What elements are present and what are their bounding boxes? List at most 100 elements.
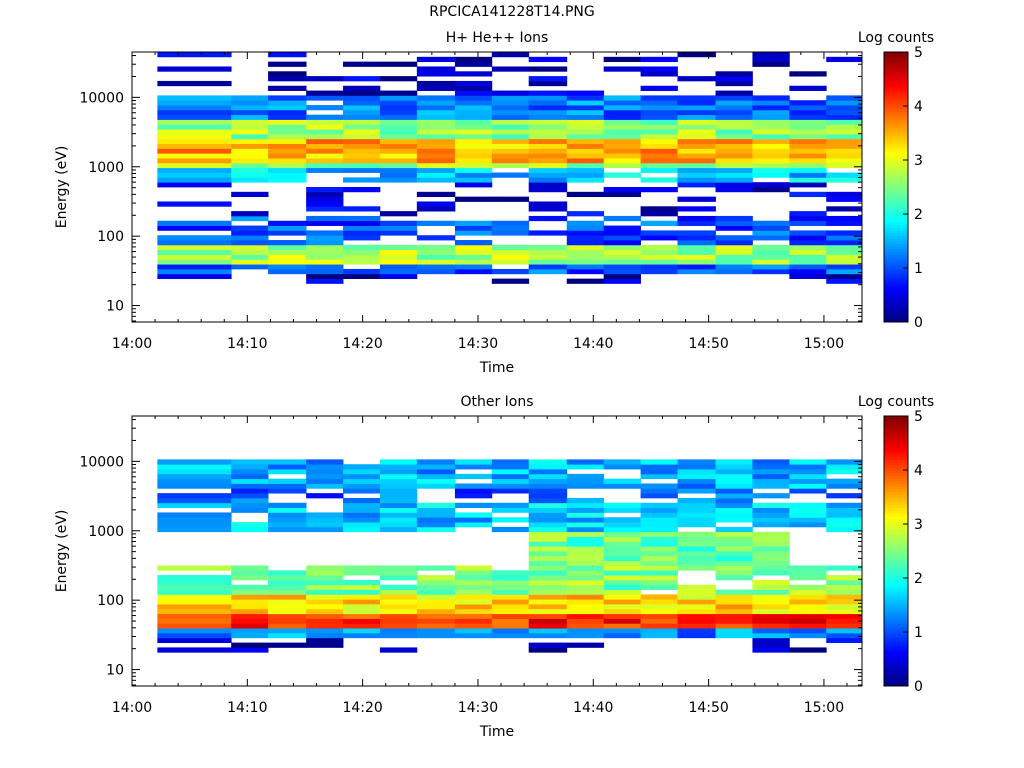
heatmap-cell	[752, 52, 790, 58]
heatmap-cell	[640, 531, 678, 537]
heatmap-cell	[491, 469, 530, 475]
heatmap-cell	[640, 512, 678, 518]
heatmap-cell	[677, 264, 716, 270]
colorbar-swatch	[884, 429, 908, 433]
heatmap-cell	[491, 483, 530, 489]
heatmap-cell	[343, 187, 381, 193]
heatmap-cell	[715, 488, 753, 494]
heatmap-cell	[640, 71, 678, 77]
heatmap-cell	[306, 459, 344, 465]
colorbar-tick-label: 1	[914, 261, 923, 277]
heatmap-cell	[566, 618, 605, 624]
colorbar-swatch	[884, 569, 908, 574]
heatmap-cell	[343, 623, 381, 629]
heatmap-cell	[603, 109, 641, 116]
heatmap-cell	[603, 240, 641, 246]
heatmap-cell	[306, 249, 344, 255]
heatmap-cell	[640, 507, 678, 513]
heatmap-cell	[231, 497, 269, 504]
heatmap-cell	[416, 628, 456, 634]
heatmap-cell	[640, 254, 678, 260]
heatmap-cell	[715, 502, 753, 509]
heatmap-cell	[343, 100, 381, 106]
heatmap-cell	[491, 526, 530, 533]
heatmap-cell	[677, 162, 716, 169]
heatmap-cell	[677, 594, 716, 600]
heatmap-cell	[343, 220, 381, 226]
heatmap-cell	[677, 599, 716, 605]
heatmap-cell	[379, 109, 418, 116]
colorbar-swatch	[884, 57, 908, 61]
colorbar-swatch	[884, 238, 908, 242]
heatmap-cell	[789, 618, 827, 624]
heatmap-cell	[528, 56, 568, 63]
heatmap-cell	[715, 240, 753, 246]
heatmap-cell	[528, 604, 568, 610]
heatmap-cell	[566, 584, 605, 590]
colorbar-swatch	[884, 259, 908, 264]
colorbar-tick-label: 0	[914, 315, 923, 331]
heatmap-cell	[715, 105, 753, 111]
heatmap-cell	[752, 138, 790, 145]
colorbar-swatch	[884, 567, 908, 571]
heatmap-cell	[826, 114, 863, 120]
heatmap-cell	[826, 244, 863, 251]
heatmap-cell	[268, 230, 307, 236]
colorbar-swatch	[884, 588, 908, 592]
heatmap-cell	[603, 56, 641, 63]
heatmap-cell	[752, 536, 790, 542]
heatmap-cell	[491, 230, 530, 236]
heatmap-cell	[491, 105, 530, 111]
heatmap-cell	[416, 512, 456, 518]
heatmap-cell	[566, 100, 605, 106]
heatmap-cell	[157, 114, 232, 120]
heatmap-cell	[379, 162, 418, 169]
heatmap-cell	[528, 647, 568, 653]
heatmap-cell	[752, 594, 790, 600]
heatmap-cell	[416, 80, 456, 87]
heatmap-cell	[715, 565, 753, 571]
heatmap-cell	[566, 278, 605, 284]
heatmap-cell	[752, 493, 790, 499]
heatmap-cell	[566, 526, 605, 533]
heatmap-cell	[454, 483, 493, 489]
heatmap-cell	[231, 584, 269, 590]
heatmap-cell	[528, 628, 568, 634]
heatmap-cell	[454, 158, 493, 164]
heatmap-cell	[677, 560, 716, 566]
heatmap-cell	[677, 182, 716, 188]
heatmap-cell	[826, 278, 863, 284]
heatmap-cell	[343, 206, 381, 212]
heatmap-cell	[715, 259, 753, 265]
heatmap-cell	[231, 526, 269, 533]
heatmap-cell	[306, 637, 344, 644]
colorbar-swatch	[884, 92, 908, 96]
heatmap-cell	[677, 129, 716, 135]
heatmap-cell	[491, 90, 530, 96]
heatmap-cell	[715, 162, 753, 169]
heatmap-cell	[268, 71, 307, 77]
heatmap-cell	[566, 522, 605, 528]
heatmap-cell	[603, 526, 641, 533]
heatmap-cell	[306, 133, 344, 140]
colorbar-swatch	[884, 106, 908, 110]
colorbar-swatch	[884, 545, 908, 549]
heatmap-cell	[640, 235, 678, 241]
colorbar-swatch	[884, 270, 908, 274]
heatmap-cell	[677, 220, 716, 226]
heatmap-cell	[454, 613, 493, 619]
heatmap-cell	[826, 138, 863, 145]
colorbar-swatch	[884, 111, 908, 115]
heatmap-cell	[231, 493, 269, 499]
heatmap-cell	[566, 478, 605, 484]
heatmap-cell	[603, 623, 641, 629]
heatmap-cell	[826, 109, 863, 116]
colorbar-swatch	[884, 602, 908, 606]
heatmap-cell	[306, 124, 344, 130]
heatmap-cell	[603, 618, 641, 624]
heatmap-cell	[528, 177, 568, 183]
heatmap-cell	[640, 613, 678, 619]
heatmap-cell	[416, 259, 456, 265]
heatmap-cell	[752, 153, 790, 159]
heatmap-cell	[826, 254, 863, 260]
